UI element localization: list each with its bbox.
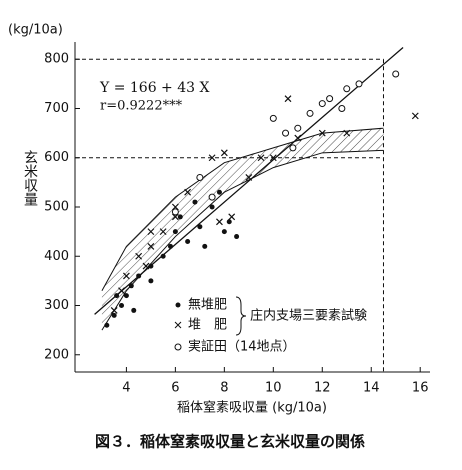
point xyxy=(216,189,222,195)
point xyxy=(148,263,154,269)
point xyxy=(220,149,228,157)
x-tick-label: 16 xyxy=(412,381,429,396)
x-tick-label: 6 xyxy=(171,381,179,396)
point xyxy=(289,144,297,152)
point xyxy=(122,272,130,280)
band-lower xyxy=(101,149,384,331)
point xyxy=(110,307,118,314)
x-label: 稲体窒素吸収量 (kg/10a) xyxy=(177,400,327,416)
group-label: 庄内支場三要素試験 xyxy=(250,308,367,324)
x-tick-label: 10 xyxy=(265,381,282,396)
point xyxy=(123,293,129,299)
legend: 無堆肥 堆 肥 実証田（14地点） 庄内支場三要素試験 xyxy=(174,296,367,355)
point xyxy=(128,283,134,289)
point xyxy=(177,214,183,220)
point xyxy=(136,273,142,279)
point xyxy=(257,154,265,162)
y-tick-label: 400 xyxy=(44,249,69,264)
y-tick-label: 500 xyxy=(44,200,69,215)
point xyxy=(119,303,125,309)
point xyxy=(228,213,236,221)
point xyxy=(167,243,173,249)
band-fill xyxy=(101,128,384,331)
point xyxy=(104,322,110,328)
point xyxy=(411,112,419,120)
point xyxy=(343,85,351,93)
r-label: r=0.9222*** xyxy=(100,99,183,114)
legend-label: 実証田（14地点） xyxy=(188,339,296,355)
x-tick-label: 14 xyxy=(363,381,380,396)
point xyxy=(234,234,240,240)
equation: Y = 166 + 43 X xyxy=(99,80,209,96)
point xyxy=(142,262,150,270)
point xyxy=(135,252,143,260)
y-label: 玄米収量 xyxy=(22,149,38,206)
point xyxy=(114,293,120,299)
point xyxy=(208,154,216,162)
y-unit: (kg/10a) xyxy=(8,23,63,38)
point xyxy=(196,173,204,181)
point xyxy=(147,228,155,236)
point xyxy=(221,229,227,235)
chart-title: 図３．稲体窒素吸収量と玄米収量の関係 xyxy=(95,433,365,451)
y-tick-label: 800 xyxy=(44,52,69,67)
regression-line xyxy=(94,46,404,315)
point xyxy=(216,218,223,226)
point xyxy=(284,95,292,103)
legend-marker xyxy=(175,302,181,308)
legend-label: 堆 肥 xyxy=(188,318,227,333)
point xyxy=(118,287,125,295)
point xyxy=(343,129,351,137)
point xyxy=(269,114,277,122)
point xyxy=(131,307,137,313)
point xyxy=(318,100,326,108)
point xyxy=(171,213,179,221)
point xyxy=(294,124,302,132)
point xyxy=(392,70,400,78)
y-tick-label: 200 xyxy=(44,347,69,362)
point xyxy=(209,204,215,210)
x-tick-label: 12 xyxy=(314,381,331,396)
point xyxy=(326,95,334,103)
x-tick-label: 4 xyxy=(122,381,130,396)
point xyxy=(160,253,166,259)
point xyxy=(148,278,154,284)
point xyxy=(338,104,346,112)
y-tick-label: 700 xyxy=(44,101,69,116)
point xyxy=(245,174,253,181)
point xyxy=(147,242,155,250)
point xyxy=(318,129,326,137)
legend-marker xyxy=(174,321,182,329)
point xyxy=(197,224,203,230)
point xyxy=(159,228,167,236)
point xyxy=(226,219,232,225)
x-tick-label: 8 xyxy=(220,381,228,396)
y-tick-label: 600 xyxy=(44,150,69,165)
point xyxy=(184,188,192,196)
point xyxy=(269,154,277,162)
point xyxy=(355,80,363,88)
y-tick-label: 300 xyxy=(44,298,69,313)
point xyxy=(202,243,208,249)
point xyxy=(192,199,198,205)
point xyxy=(306,109,314,117)
point xyxy=(111,312,117,318)
legend-label: 無堆肥 xyxy=(188,298,227,313)
point xyxy=(185,238,191,244)
point xyxy=(171,203,179,211)
point xyxy=(294,134,302,142)
point xyxy=(208,193,216,201)
point xyxy=(172,229,178,235)
point xyxy=(282,129,290,137)
bracket xyxy=(235,296,247,336)
legend-marker xyxy=(174,343,182,351)
point xyxy=(171,208,179,216)
